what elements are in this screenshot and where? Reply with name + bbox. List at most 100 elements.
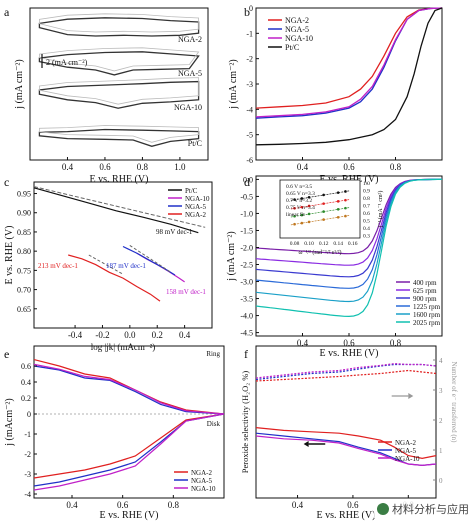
panel-d-inset-legend-label: 0.7 V n=3.2 [286, 198, 312, 204]
panel-c-legend-label: NGA-10 [185, 195, 210, 203]
panel-c-x-tick-label: 0.2 [152, 330, 163, 340]
panel-c-fit-ptc [33, 186, 206, 228]
panel-label-c: c [4, 175, 9, 189]
panel-d-inset-y-tick-label: 0.4 [363, 226, 370, 232]
panel-a-series-label: NGA-5 [178, 69, 202, 78]
panel-b-y-tick-label: -6 [246, 156, 253, 165]
panel-d-y-tick-label: -2.0 [240, 243, 253, 252]
panel-f-x-tick-label: 0.4 [292, 500, 304, 510]
panel-c-series-nga2 [68, 254, 161, 302]
panel-d-inset-fit [290, 199, 350, 210]
panel-d-inset-point [336, 191, 340, 194]
panel-c-x-tick-label: -0.4 [68, 330, 83, 340]
panel-e-frame [33, 345, 225, 499]
panel-e-y-tick-label: 0.2 [21, 394, 31, 403]
panel-d-inset-fit [290, 190, 350, 201]
panel-e-y-tick-label: -4 [24, 490, 31, 499]
panel-c-y-tick-label: 0.85 [17, 228, 31, 237]
panel-f-y2-tick-label: 3 [439, 387, 443, 395]
panel-c-y-tick-label: 0.75 [17, 266, 31, 275]
panel-d-inset-point [300, 205, 304, 209]
panel-d-inset-fit [290, 215, 350, 226]
panel-b-x-tick-label: 0.6 [343, 162, 355, 172]
panel-a-series-label: Pt/C [188, 139, 202, 148]
panel-a-cv-curve-ghost [39, 47, 200, 72]
panel-d-inset-point [336, 215, 340, 219]
panel-a-x-tick-label: 0.6 [99, 162, 111, 172]
panel-a-cv-curve-ghost [39, 125, 199, 143]
panel-label-a: a [4, 5, 10, 19]
panel-d-inset-y-tick-label: 0.8 [363, 196, 370, 202]
panel-b-y-tick-label: -4 [246, 105, 253, 114]
panel-b-y-tick-label: -1 [246, 29, 253, 38]
panel-a-cv-curve [38, 128, 200, 147]
panel-f-y2-tick-label: 2 [439, 417, 443, 425]
panel-e-ring-nga10 [33, 363, 225, 415]
panel-d-series-2025 [255, 178, 442, 318]
panel-e-annotation-ring: Ring [206, 350, 220, 358]
panel-b-ylabel: j (mA cm⁻²) [228, 59, 239, 109]
panel-e-y-tick-label: -2 [24, 450, 31, 459]
panel-b-y-tick-label: -5 [246, 131, 253, 140]
panel-f-legend-label: NGA-5 [395, 447, 416, 455]
panel-d-inset-y-tick-label: 0.9 [363, 189, 370, 195]
panel-c-legend-label: NGA-5 [185, 203, 206, 211]
panel-f-y2-tick-label: 1 [439, 447, 443, 455]
panel-f-peroxide-nga10 [255, 435, 437, 467]
panel-e-x-tick-label: 0.8 [168, 500, 180, 510]
panel-c-annotation: 187 mV dec-1 [106, 262, 146, 270]
panel-d-x-tick-label: 0.8 [390, 338, 402, 348]
panel-b-series-nga5 [255, 7, 443, 119]
panel-e-ylabel: j (mAcm⁻²) [4, 398, 15, 446]
panel-e-disk-nga2 [33, 413, 225, 479]
panel-d-inset-y-tick-label: 0.3 [363, 234, 370, 240]
panel-f-y2-tick-label: 0 [439, 477, 443, 485]
panel-label-f: f [244, 347, 248, 361]
panel-d-inset-x-tick-label: 0.10 [304, 241, 314, 247]
panel-a-x-tick-label: 1.0 [174, 162, 186, 172]
watermark-text: 材料分析与应用 [392, 503, 469, 516]
panel-f-legend-label: NGA-2 [395, 439, 416, 447]
panel-b-legend-label: NGA-2 [285, 16, 309, 25]
panel-d-inset-x-tick-label: 0.14 [333, 241, 343, 247]
panel-d-inset-legend-label: 0.75 V n=3.4 [286, 205, 315, 211]
panel-f-peroxide-nga2 [255, 427, 437, 460]
panel-e-annotation-disk: Disk [207, 420, 221, 428]
panel-d-inset-x-tick-label: 0.16 [348, 241, 358, 247]
panel-d-legend-label: 400 rpm [413, 279, 437, 287]
panel-f-y2label: Number of e⁻ transferred (n) [450, 361, 458, 443]
panel-b-frame [255, 7, 443, 161]
panel-f-legend-label: NGA-10 [395, 455, 420, 463]
panel-e-y-tick-label: 0 [27, 410, 31, 419]
panel-c-y-tick-label: 0.70 [17, 286, 31, 295]
panel-a-xlabel: E vs. RHE (V) [90, 174, 149, 185]
panel-c-annotation: 158 mV dec-1 [166, 288, 206, 296]
panel-d-inset-y-tick-label: 0.5 [363, 219, 370, 225]
panel-e-disk-nga10 [33, 413, 225, 491]
panel-f-n-nga2 [255, 369, 437, 382]
panel-e-x-tick-label: 0.6 [117, 500, 129, 510]
panel-d-y-tick-label: -0.5 [240, 192, 253, 201]
panel-label-e: e [4, 347, 9, 361]
panel-e-legend-label: NGA-2 [191, 469, 212, 477]
panel-c-y-tick-label: 0.90 [17, 209, 31, 218]
panel-d-inset-point [336, 207, 340, 211]
panel-a-cv-curve-ghost [39, 13, 199, 33]
panel-e-legend-label: NGA-5 [191, 477, 212, 485]
panel-d-inset-y-tick-label: 0.7 [363, 204, 370, 210]
panel-b-series-ptc [255, 7, 443, 146]
panel-e-y-tick-label: 0.6 [21, 362, 31, 371]
panel-d-legend-label: 1225 rpm [413, 303, 441, 311]
panel-d-inset-frame [279, 179, 361, 239]
panel-label-b: b [244, 5, 250, 19]
panel-c-series-ptc [33, 187, 199, 234]
panel-d-inset-fit [290, 207, 350, 218]
panel-d-inset-legend-label: 0.65 V n=3.3 [286, 191, 315, 197]
panel-a-x-tick-label: 0.8 [137, 162, 149, 172]
panel-a-cv-curve [38, 51, 200, 76]
panel-d-y-tick-label: -4.5 [240, 329, 253, 338]
panel-d-ylabel: j (mA cm⁻²) [226, 231, 237, 281]
panel-a-ylabel: j (mA cm⁻²) [14, 59, 25, 109]
panel-b-x-tick-label: 0.8 [390, 162, 402, 172]
